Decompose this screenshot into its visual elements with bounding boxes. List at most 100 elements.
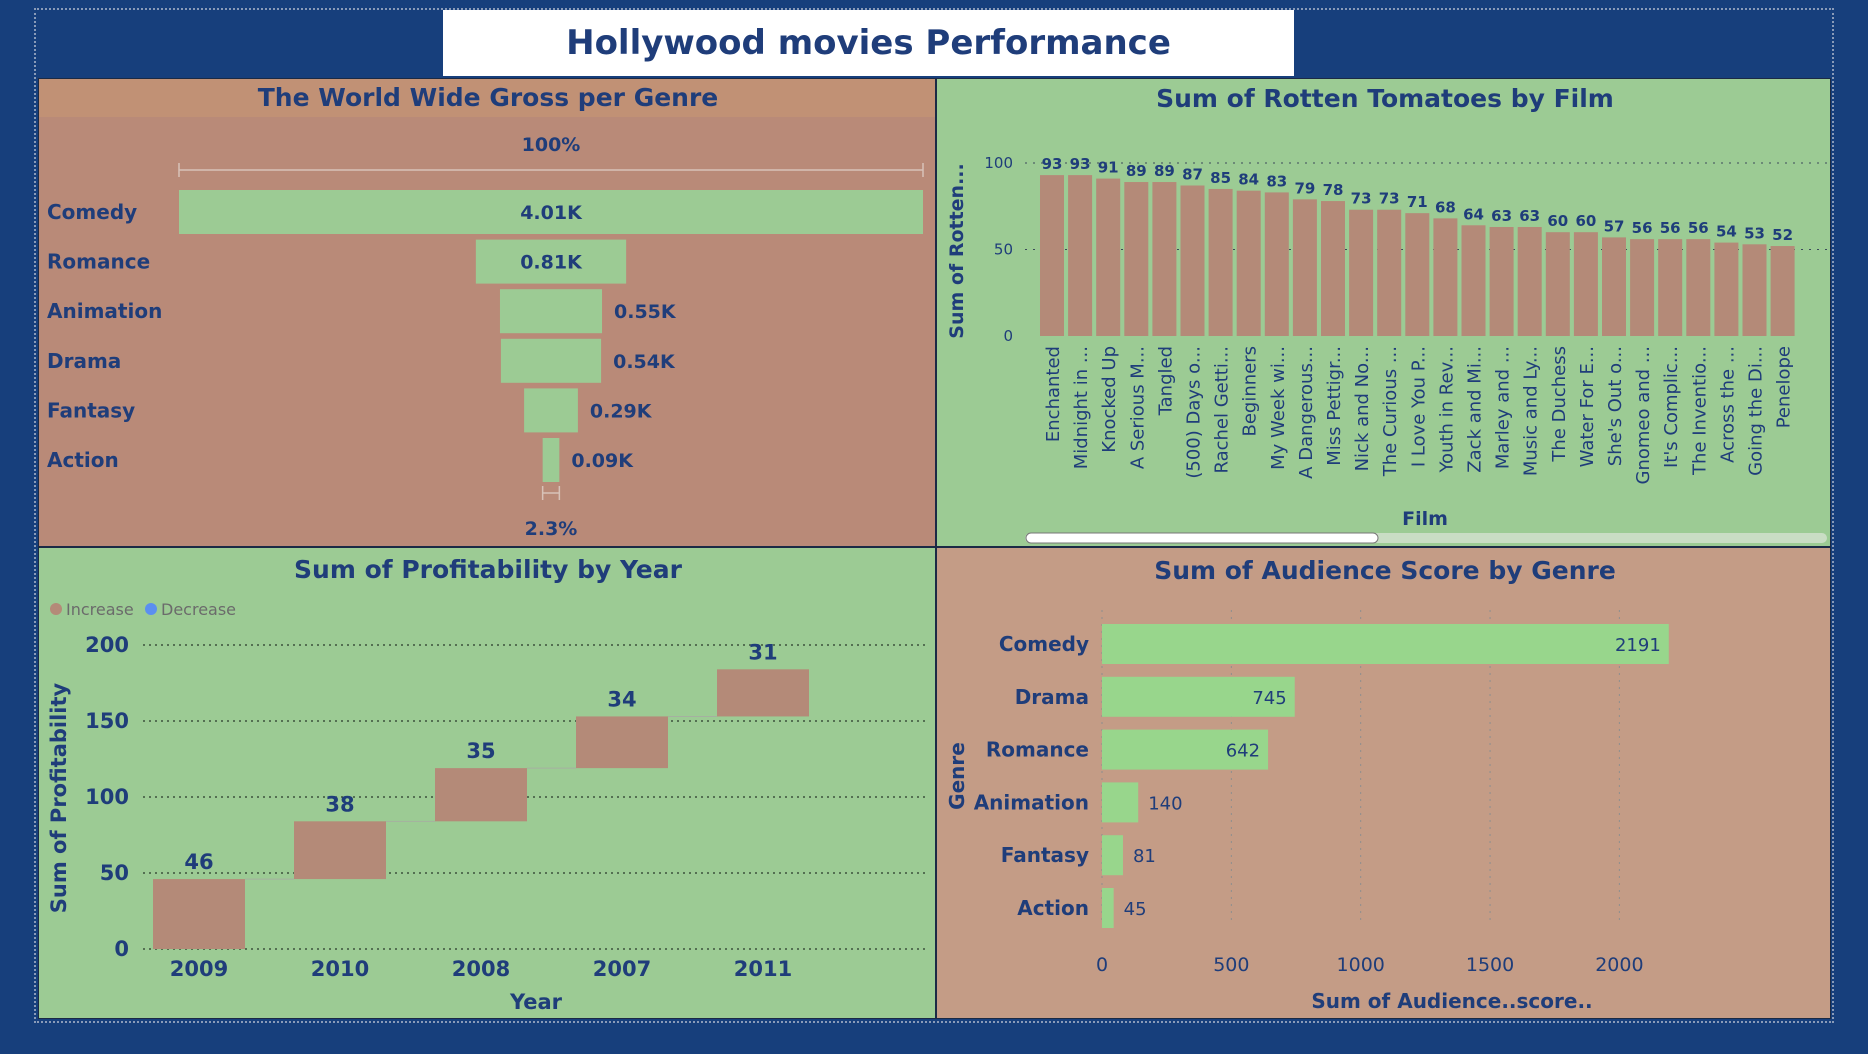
profit-bar bbox=[576, 716, 668, 769]
rotten-bar bbox=[1602, 237, 1626, 336]
rotten-data-label: 63 bbox=[1519, 207, 1540, 225]
rotten-data-label: 54 bbox=[1716, 223, 1737, 241]
audience-x-tick: 2000 bbox=[1595, 954, 1643, 976]
audience-x-tick: 1000 bbox=[1337, 954, 1385, 976]
funnel-title-bar bbox=[39, 79, 935, 117]
rotten-data-label: 93 bbox=[1042, 155, 1063, 173]
profit-bar bbox=[435, 768, 527, 822]
rotten-x-tick: It's Complic... bbox=[1661, 346, 1682, 468]
funnel-category-label: Comedy bbox=[47, 200, 137, 224]
legend-marker bbox=[145, 603, 157, 615]
rotten-tomatoes-panel[interactable]: Sum of Rotten Tomatoes by Film 0 50 100 Sum … bbox=[936, 78, 1831, 547]
audience-data-label: 2191 bbox=[1615, 635, 1661, 656]
audience-category-label: Action bbox=[1017, 896, 1089, 920]
rotten-bar bbox=[1658, 239, 1683, 336]
scrollbar-thumb[interactable] bbox=[1025, 532, 1379, 544]
rotten-bar bbox=[1433, 218, 1458, 336]
audience-category-label: Drama bbox=[1015, 685, 1089, 709]
funnel-panel[interactable]: The World Wide Gross per Genre 100% Comedy… bbox=[38, 78, 936, 547]
legend-item[interactable]: Decrease bbox=[161, 600, 236, 619]
rotten-bar bbox=[1180, 185, 1205, 336]
rotten-x-tick: Nick and No... bbox=[1352, 346, 1373, 471]
audience-score-panel[interactable]: Sum of Audience Score by Genre 0 500 1000 15… bbox=[936, 547, 1831, 1019]
profit-title: Sum of Profitability by Year bbox=[294, 555, 683, 584]
rotten-x-tick: Knocked Up bbox=[1099, 346, 1120, 453]
rotten-data-label: 52 bbox=[1772, 226, 1793, 244]
rotten-bar bbox=[1714, 242, 1739, 336]
rotten-bar bbox=[1292, 199, 1317, 336]
audience-bar bbox=[1102, 835, 1123, 876]
rotten-x-tick: The Curious ... bbox=[1380, 346, 1401, 477]
profitability-panel[interactable]: Sum of Profitability by Year Increase Decr… bbox=[38, 547, 936, 1019]
funnel-chart: The World Wide Gross per Genre 100% Comedy… bbox=[39, 79, 935, 540]
audience-x-axis-title: Sum of Audience..score.. bbox=[1311, 989, 1592, 1013]
profit-bar bbox=[294, 821, 386, 880]
funnel-category-label: Drama bbox=[47, 349, 121, 373]
rotten-x-tick: Going the Di... bbox=[1746, 346, 1767, 476]
profit-bar bbox=[717, 669, 809, 717]
rotten-x-axis-title: Film bbox=[1402, 508, 1448, 530]
audience-category-label: Romance bbox=[986, 738, 1089, 762]
rotten-data-label: 87 bbox=[1182, 165, 1203, 183]
rotten-data-label: 60 bbox=[1547, 212, 1568, 230]
funnel-category-label: Romance bbox=[47, 250, 150, 274]
profit-y-tick: 0 bbox=[114, 937, 129, 961]
rotten-data-label: 56 bbox=[1660, 219, 1681, 237]
rotten-data-label: 56 bbox=[1688, 219, 1709, 237]
rotten-bar bbox=[1068, 175, 1093, 336]
profit-x-tick: 2009 bbox=[170, 957, 228, 981]
audience-y-axis-title: Genre bbox=[945, 742, 969, 810]
rotten-x-tick: Beginners bbox=[1240, 346, 1261, 437]
rotten-x-tick: Tangled bbox=[1155, 346, 1176, 416]
rotten-x-tick: Music and Ly... bbox=[1521, 346, 1542, 476]
profit-data-label: 31 bbox=[748, 640, 777, 664]
rotten-data-label: 56 bbox=[1632, 219, 1653, 237]
rotten-x-tick: Gnomeo and ... bbox=[1633, 346, 1654, 484]
rotten-y-axis-title: Sum of Rotten... bbox=[946, 163, 968, 338]
rotten-x-tick: Across the ... bbox=[1717, 346, 1738, 463]
rotten-data-label: 73 bbox=[1379, 190, 1400, 208]
rotten-x-tick: Miss Pettigr... bbox=[1324, 346, 1345, 466]
funnel-bar bbox=[524, 388, 578, 433]
rotten-bar bbox=[1770, 246, 1795, 336]
rotten-bar bbox=[1489, 227, 1514, 336]
legend-item[interactable]: Increase bbox=[66, 600, 134, 619]
rotten-x-tick: The Duchess bbox=[1549, 346, 1570, 463]
rotten-x-tick: She's Out o... bbox=[1605, 346, 1626, 466]
funnel-title: The World Wide Gross per Genre bbox=[258, 83, 719, 112]
rotten-x-tick: (500) Days o... bbox=[1184, 346, 1205, 479]
legend-marker bbox=[50, 603, 62, 615]
rotten-data-label: 85 bbox=[1210, 169, 1231, 187]
rotten-data-label: 53 bbox=[1744, 224, 1765, 242]
funnel-value-label: 0.29K bbox=[590, 400, 653, 422]
audience-x-tick: 0 bbox=[1096, 954, 1108, 976]
rotten-data-label: 57 bbox=[1604, 217, 1625, 235]
rotten-bar bbox=[1208, 188, 1233, 336]
profitability-chart: Sum of Profitability by Year Increase Decr… bbox=[47, 555, 929, 1014]
rotten-data-label: 63 bbox=[1491, 207, 1512, 225]
rotten-bar bbox=[1377, 209, 1402, 336]
rotten-bar bbox=[1630, 239, 1655, 336]
profit-x-axis-title: Year bbox=[509, 990, 563, 1014]
profit-x-tick: 2008 bbox=[452, 957, 510, 981]
rotten-bar bbox=[1405, 213, 1430, 336]
rotten-data-label: 79 bbox=[1294, 179, 1315, 197]
rotten-data-label: 84 bbox=[1238, 171, 1259, 189]
rotten-data-label: 73 bbox=[1351, 190, 1372, 208]
audience-category-label: Comedy bbox=[999, 632, 1089, 656]
audience-bar bbox=[1102, 888, 1114, 928]
rotten-bar bbox=[1096, 178, 1121, 336]
rotten-bar bbox=[1264, 192, 1289, 336]
rotten-bar bbox=[1517, 227, 1542, 336]
rotten-data-label: 83 bbox=[1266, 172, 1287, 190]
rotten-data-label: 93 bbox=[1070, 155, 1091, 173]
profit-data-label: 38 bbox=[325, 792, 354, 816]
profit-x-tick: 2007 bbox=[593, 957, 651, 981]
audience-bar bbox=[1102, 676, 1295, 717]
audience-data-label: 745 bbox=[1252, 688, 1286, 709]
funnel-category-label: Fantasy bbox=[47, 398, 135, 422]
funnel-bar bbox=[475, 239, 627, 284]
rotten-data-label: 89 bbox=[1154, 162, 1175, 180]
rotten-bar bbox=[1152, 182, 1177, 336]
rotten-data-label: 68 bbox=[1435, 198, 1456, 216]
